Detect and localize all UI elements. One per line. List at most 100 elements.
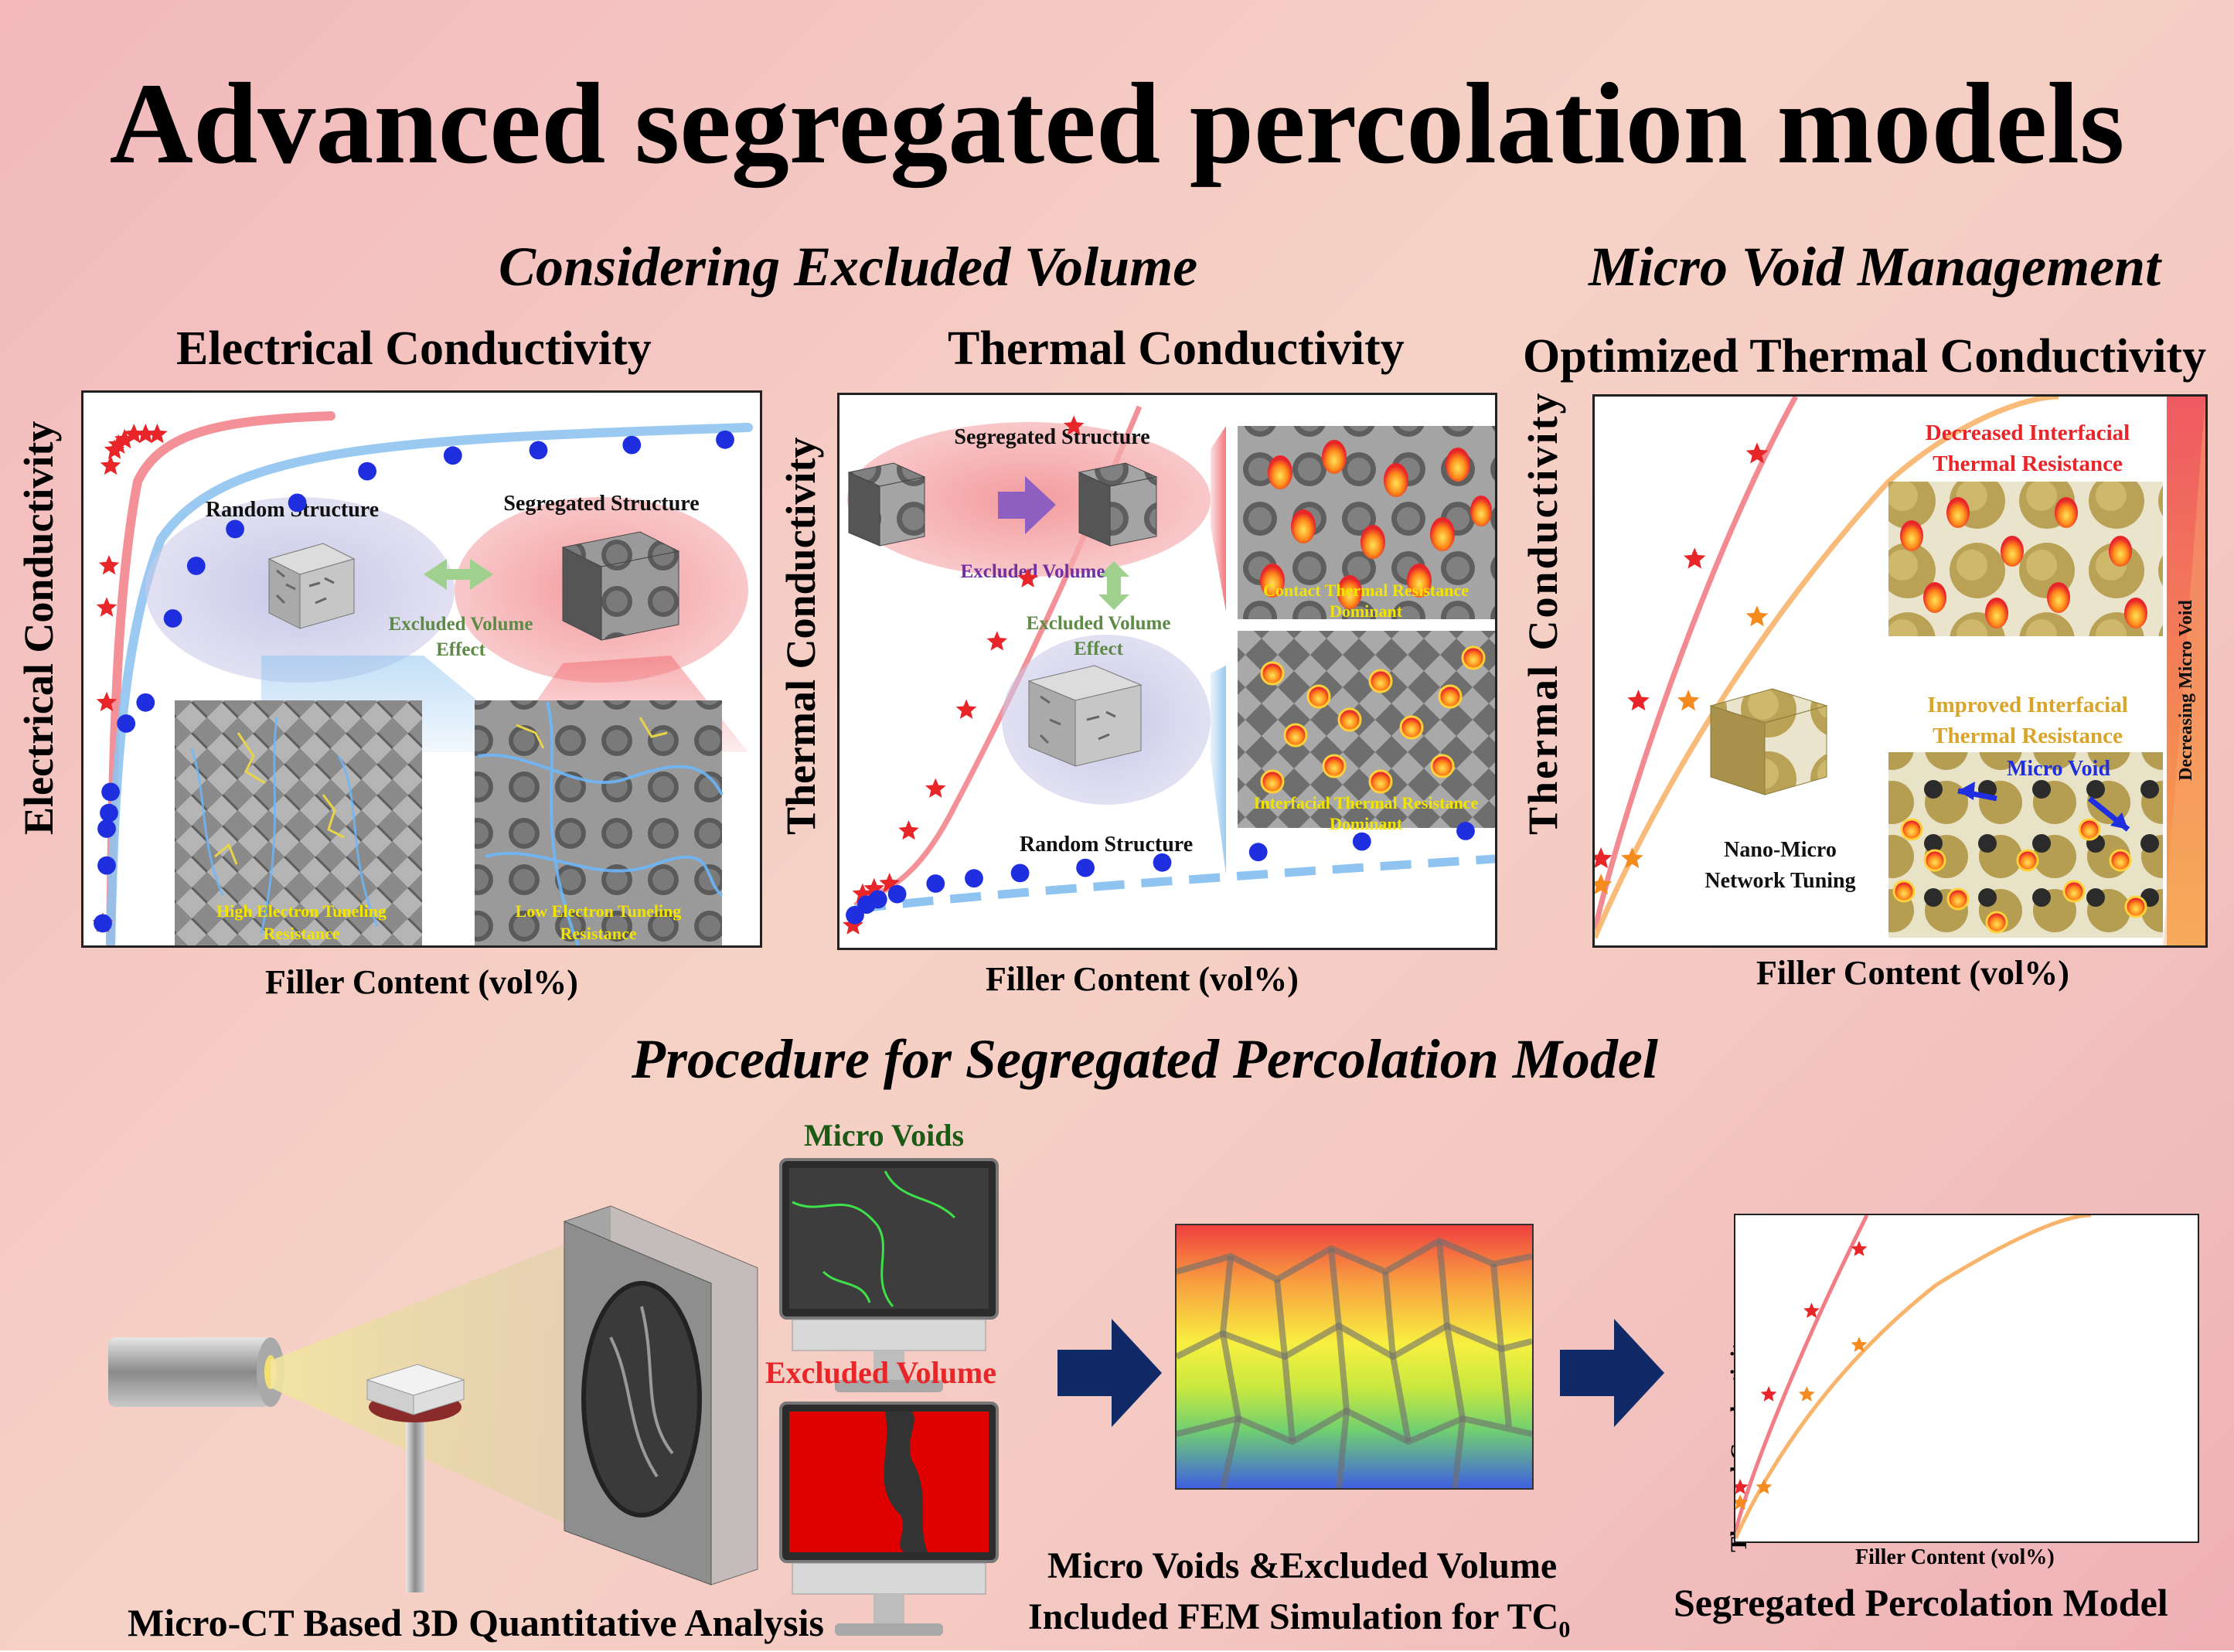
microct-caption: Micro-CT Based 3D Quantitative Analysis bbox=[128, 1601, 824, 1644]
monitor-base bbox=[835, 1623, 943, 1636]
tc-excluded-effect-2: Effect bbox=[1074, 639, 1124, 659]
opt-decreased-1: Decreased Interfacial bbox=[1926, 421, 2130, 445]
tc-excluded-effect-1: Excluded Volume bbox=[1027, 613, 1171, 634]
microct-setup-illustration bbox=[108, 1205, 758, 1592]
tc-marker-s0-p0 bbox=[843, 915, 863, 935]
section-excluded-volume: Considering Excluded Volume bbox=[499, 236, 1198, 298]
opt-improved-image bbox=[1888, 752, 2163, 938]
opt-decreased-2: Thermal Resistance bbox=[1933, 451, 2123, 476]
tc-interfacial-image bbox=[1238, 631, 1495, 828]
opt-chart-panel: Decreased Interfacial Thermal Resistance… bbox=[1592, 394, 2208, 948]
opt-marker-s1-p1 bbox=[1621, 847, 1643, 869]
section-procedure: Procedure for Segregated Percolation Mod… bbox=[632, 1028, 1658, 1090]
tc-marker-s1-p5 bbox=[965, 869, 983, 888]
fem-caption-2-text: Included FEM Simulation for TC bbox=[1028, 1596, 1559, 1637]
xray-source bbox=[108, 1337, 271, 1407]
ec-marker-s1-p5 bbox=[117, 714, 136, 733]
opt-marker-s1-p0 bbox=[1595, 874, 1612, 895]
tc-marker-s1-p3 bbox=[887, 884, 907, 904]
mini-marker-s0-p1 bbox=[1760, 1386, 1777, 1402]
section-micro-void: Micro Void Management bbox=[1589, 236, 2161, 298]
mini-data-markers bbox=[1735, 1241, 1868, 1510]
ec-marker-s1-p8 bbox=[186, 557, 206, 575]
tc-interfacial-1: Interfacial Thermal Resistance bbox=[1254, 793, 1479, 812]
mini-marker-s0-p3 bbox=[1851, 1241, 1868, 1256]
arrow-to-fem bbox=[1057, 1319, 1162, 1427]
ec-marker-s1-p14 bbox=[622, 435, 642, 455]
opt-decreased-image bbox=[1888, 482, 2163, 636]
decreasing-void-wedge bbox=[2163, 397, 2205, 945]
tc-marker-s0-p8 bbox=[1017, 567, 1038, 588]
ec-low-tunnel-image bbox=[475, 700, 724, 945]
tc-zoom-fan-red bbox=[1211, 426, 1226, 611]
mini-marker-s1-p0 bbox=[1735, 1494, 1749, 1510]
ec-marker-s1-p15 bbox=[716, 430, 734, 449]
mini-marker-s1-p2 bbox=[1798, 1386, 1815, 1402]
monitor-bezel bbox=[792, 1319, 986, 1351]
ec-fit-blue bbox=[106, 423, 753, 945]
micro-void-traces bbox=[792, 1170, 956, 1307]
random-structure-cube bbox=[267, 543, 356, 629]
opt-micro-void-label: Micro Void bbox=[2007, 757, 2110, 781]
ec-marker-s0-p4 bbox=[100, 455, 121, 475]
fem-caption-1: Micro Voids &Excluded Volume bbox=[1047, 1545, 1558, 1586]
ec-marker-s1-p10 bbox=[288, 493, 307, 513]
ec-xlabel: Filler Content (vol%) bbox=[265, 963, 578, 1001]
opt-decreasing-label: Decreasing Micro Void bbox=[2176, 599, 2196, 780]
detector-image bbox=[581, 1281, 702, 1517]
opt-marker-s0-p2 bbox=[1684, 547, 1706, 569]
tc-chart-panel: Segregated Structure Excluded Volume Exc… bbox=[837, 393, 1497, 950]
sample-stage-pole bbox=[406, 1407, 424, 1592]
opt-network-2: Network Tuning bbox=[1704, 869, 1855, 893]
monitor-screen bbox=[789, 1168, 989, 1309]
ec-chart-panel: Random Structure Segregated Structure Ex… bbox=[81, 390, 762, 948]
ec-marker-s1-p2 bbox=[97, 819, 116, 838]
ec-marker-s0-p9 bbox=[135, 424, 156, 444]
nano-micro-network-cube bbox=[1709, 688, 1828, 795]
excluded-volume-label: Excluded Volume bbox=[765, 1355, 996, 1390]
tc-marker-s0-p9 bbox=[1063, 415, 1085, 435]
opt-improved-1: Improved Interfacial bbox=[1927, 693, 2128, 717]
excluded-volume-double-arrow bbox=[424, 559, 493, 590]
ec-high-tunnel-1: High Electron Tuneling bbox=[216, 901, 387, 921]
main-title: Advanced segregated percolation models bbox=[109, 60, 2125, 188]
tc-marker-s0-p5 bbox=[925, 778, 946, 798]
arrow-shape bbox=[1057, 1319, 1162, 1427]
ec-excluded-effect-1: Excluded Volume bbox=[389, 614, 533, 635]
tc-marker-s0-p6 bbox=[955, 699, 977, 719]
tc-random-label: Random Structure bbox=[1020, 833, 1193, 857]
ec-segregated-label: Segregated Structure bbox=[503, 492, 699, 516]
opt-marker-s1-p2 bbox=[1677, 690, 1700, 711]
tc-excluded-volume-arrow bbox=[998, 476, 1056, 534]
mini-xlabel: Filler Content (vol%) bbox=[1855, 1545, 2055, 1569]
micro-voids-monitor bbox=[779, 1158, 999, 1392]
detector-body bbox=[563, 1205, 758, 1586]
opt-marker-s0-p1 bbox=[1627, 690, 1650, 711]
opt-ylabel: Thermal Conductivity bbox=[1520, 390, 1566, 835]
ec-high-tunnel-2: Resistance bbox=[264, 924, 340, 943]
mini-fit-orange bbox=[1735, 1215, 2092, 1540]
fem-caption-2: Included FEM Simulation for TC0 bbox=[1028, 1596, 1570, 1652]
opt-data-markers bbox=[1595, 442, 1769, 895]
tc-contact-image bbox=[1238, 426, 1495, 619]
tc-segregated-cube-before bbox=[847, 462, 926, 547]
tc-contact-1: Contact Thermal Resistance bbox=[1263, 581, 1469, 600]
tc-ylabel: Thermal Conductivity bbox=[778, 437, 824, 835]
tc-marker-s1-p2 bbox=[868, 890, 887, 909]
opt-fit-orange bbox=[1595, 397, 2059, 939]
tc-data-markers bbox=[843, 415, 1475, 935]
tc-xlabel: Filler Content (vol%) bbox=[986, 960, 1299, 998]
micro-void-arrowhead-left bbox=[1958, 782, 1975, 800]
tc-marker-s1-p9 bbox=[1248, 843, 1268, 862]
mini-fit-red bbox=[1735, 1215, 1869, 1533]
ec-marker-s1-p1 bbox=[97, 856, 116, 875]
heading-optimized: Optimized Thermal Conductivity bbox=[1523, 330, 2207, 383]
mini-chart-panel bbox=[1734, 1214, 2199, 1543]
ec-marker-s1-p4 bbox=[101, 782, 120, 802]
excluded-volume-monitor bbox=[779, 1402, 999, 1636]
monitor-base bbox=[835, 1380, 943, 1392]
tc-marker-s1-p6 bbox=[1010, 863, 1030, 883]
ec-marker-s1-p13 bbox=[529, 441, 548, 460]
opt-chart-svg: Decreased Interfacial Thermal Resistance… bbox=[1595, 397, 2205, 945]
